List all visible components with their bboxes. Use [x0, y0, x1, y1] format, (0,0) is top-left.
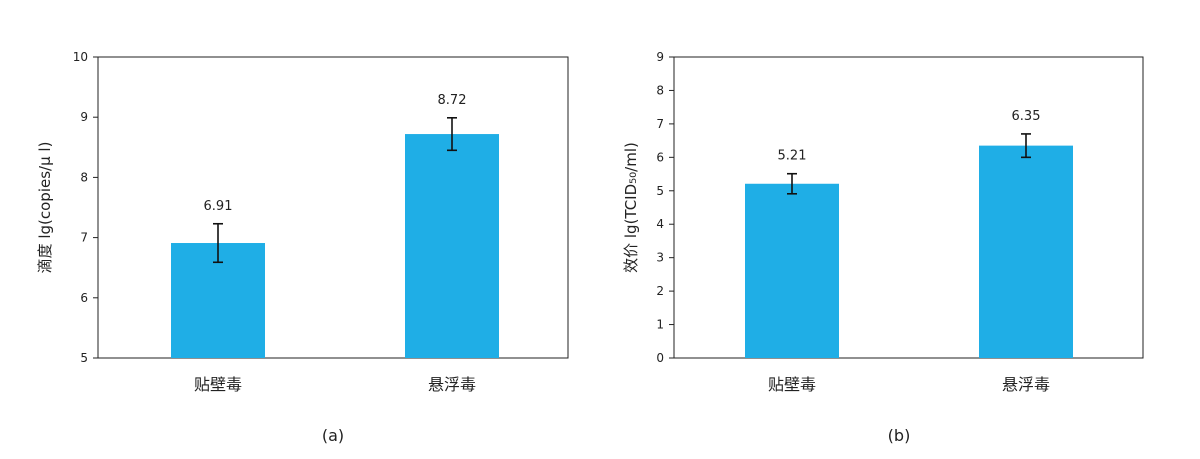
panel-label-a: (a)	[322, 426, 344, 445]
bar-a-1	[405, 134, 499, 358]
y-axis-title-b: 效价 lg(TCID₅₀/ml)	[622, 142, 640, 273]
chart-panel-a: 5 6 7 8 9 10 6.91 贴壁毒 8.72 悬浮毒 滴度 lg(copies/μ l) (a…	[36, 50, 569, 445]
bar-b-0	[745, 183, 839, 358]
data-label-b-0: 5.21	[778, 149, 807, 164]
panel-label-b: (b)	[888, 426, 911, 445]
plot-frame-b	[673, 56, 1144, 359]
chart-panel-b: 0 1 2 3 4 5 6 7 8 9 5.21 贴壁毒 6.35 悬浮毒 效价 lg(TCID₅₀/ml)…	[622, 50, 1144, 445]
data-label-a-0: 6.91	[204, 199, 233, 214]
bar-b-1	[979, 145, 1073, 358]
y-tick-label-b-9: 9	[656, 50, 664, 64]
y-axis-title-a: 滴度 lg(copies/μ l)	[36, 142, 54, 274]
y-tick-label-b-5: 5	[656, 184, 664, 198]
plot-frame-a	[97, 56, 569, 359]
y-tick-label-b-6: 6	[656, 150, 664, 164]
y-tick-label-b-7: 7	[656, 117, 664, 131]
x-category-label-b-1: 悬浮毒	[1002, 375, 1050, 394]
y-tick-label-a-2: 7	[80, 231, 88, 245]
x-category-label-a-1: 悬浮毒	[428, 375, 476, 394]
y-tick-label-a-0: 5	[80, 351, 88, 365]
y-tick-label-a-1: 6	[80, 291, 88, 305]
data-label-a-1: 8.72	[438, 93, 467, 108]
y-tick-label-b-1: 1	[656, 318, 664, 332]
y-tick-label-b-3: 3	[656, 251, 664, 265]
x-category-label-b-0: 贴壁毒	[768, 375, 816, 394]
y-tick-label-a-3: 8	[80, 170, 88, 184]
y-tick-label-a-5: 10	[73, 50, 88, 64]
y-tick-label-b-8: 8	[656, 83, 664, 97]
x-category-label-a-0: 贴壁毒	[194, 375, 242, 394]
y-tick-label-a-4: 9	[80, 110, 88, 124]
data-label-b-1: 6.35	[1012, 109, 1041, 124]
y-tick-label-b-4: 4	[656, 217, 664, 231]
y-tick-label-b-0: 0	[656, 351, 664, 365]
y-tick-label-b-2: 2	[656, 284, 664, 298]
